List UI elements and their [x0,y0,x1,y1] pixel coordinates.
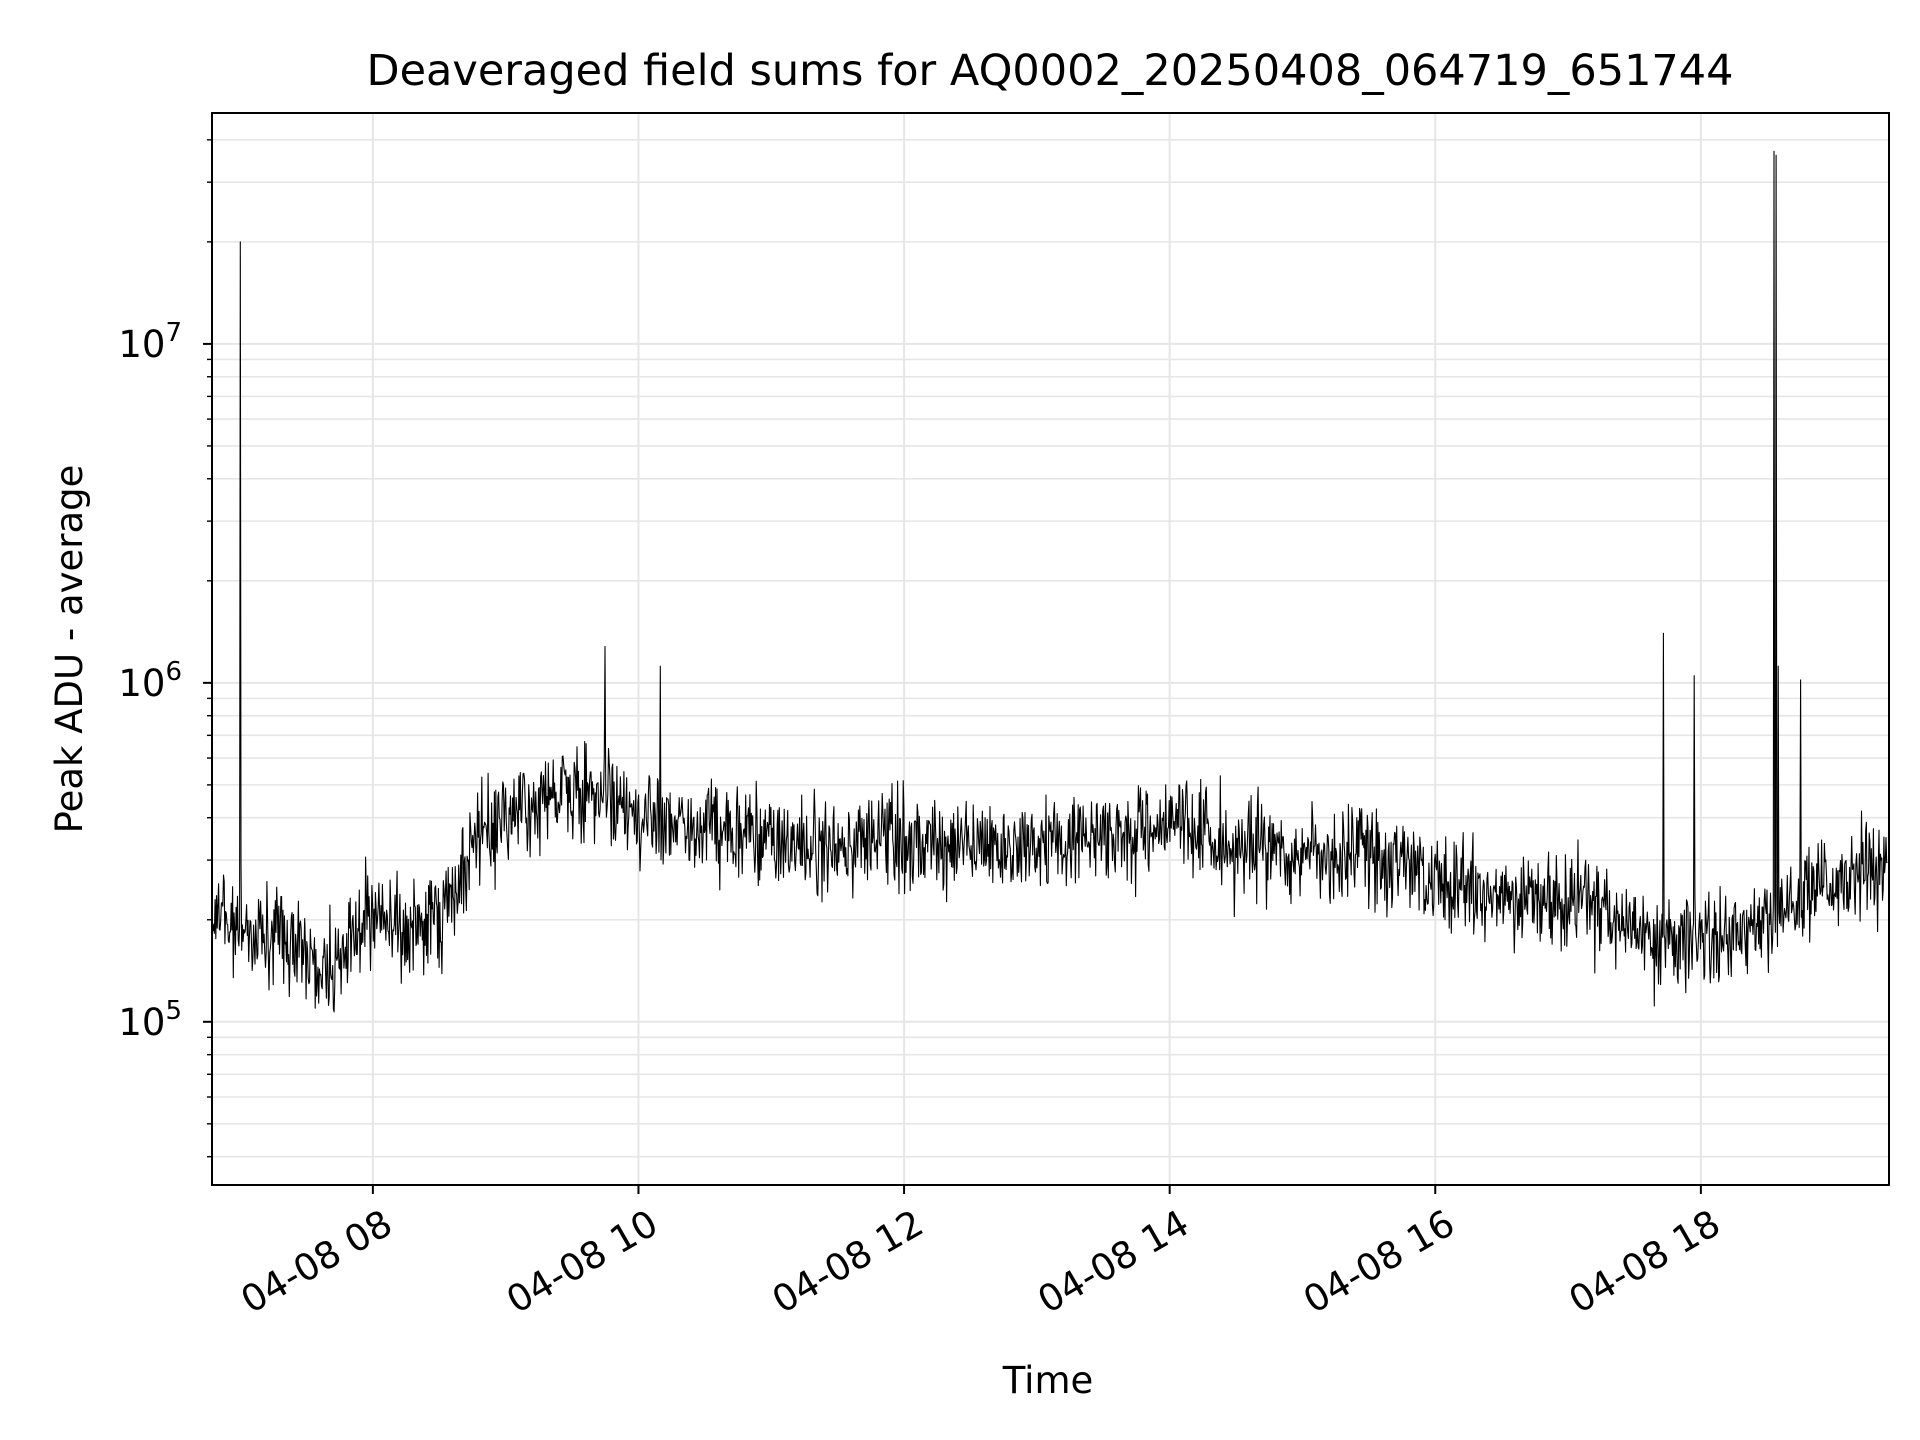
x-axis-label: Time [1002,1359,1094,1402]
y-tick-base: 10 [118,323,165,366]
plot-frame [211,112,1890,1186]
y-tick-label: 107 [118,318,182,366]
y-tick-exponent: 7 [165,318,182,348]
y-tick-label: 106 [118,657,182,705]
y-tick-base: 10 [118,1001,165,1044]
chart-title: Deaveraged field sums for AQ0002_2025040… [366,46,1733,96]
grid [212,113,1889,1185]
series-line [212,150,1888,1013]
y-tick-exponent: 6 [165,657,182,687]
y-tick-base: 10 [118,662,165,705]
y-tick-label: 105 [118,996,182,1044]
y-tick-exponent: 5 [165,996,182,1026]
y-axis-label: Peak ADU - average [48,465,91,834]
data-series [212,150,1888,1013]
